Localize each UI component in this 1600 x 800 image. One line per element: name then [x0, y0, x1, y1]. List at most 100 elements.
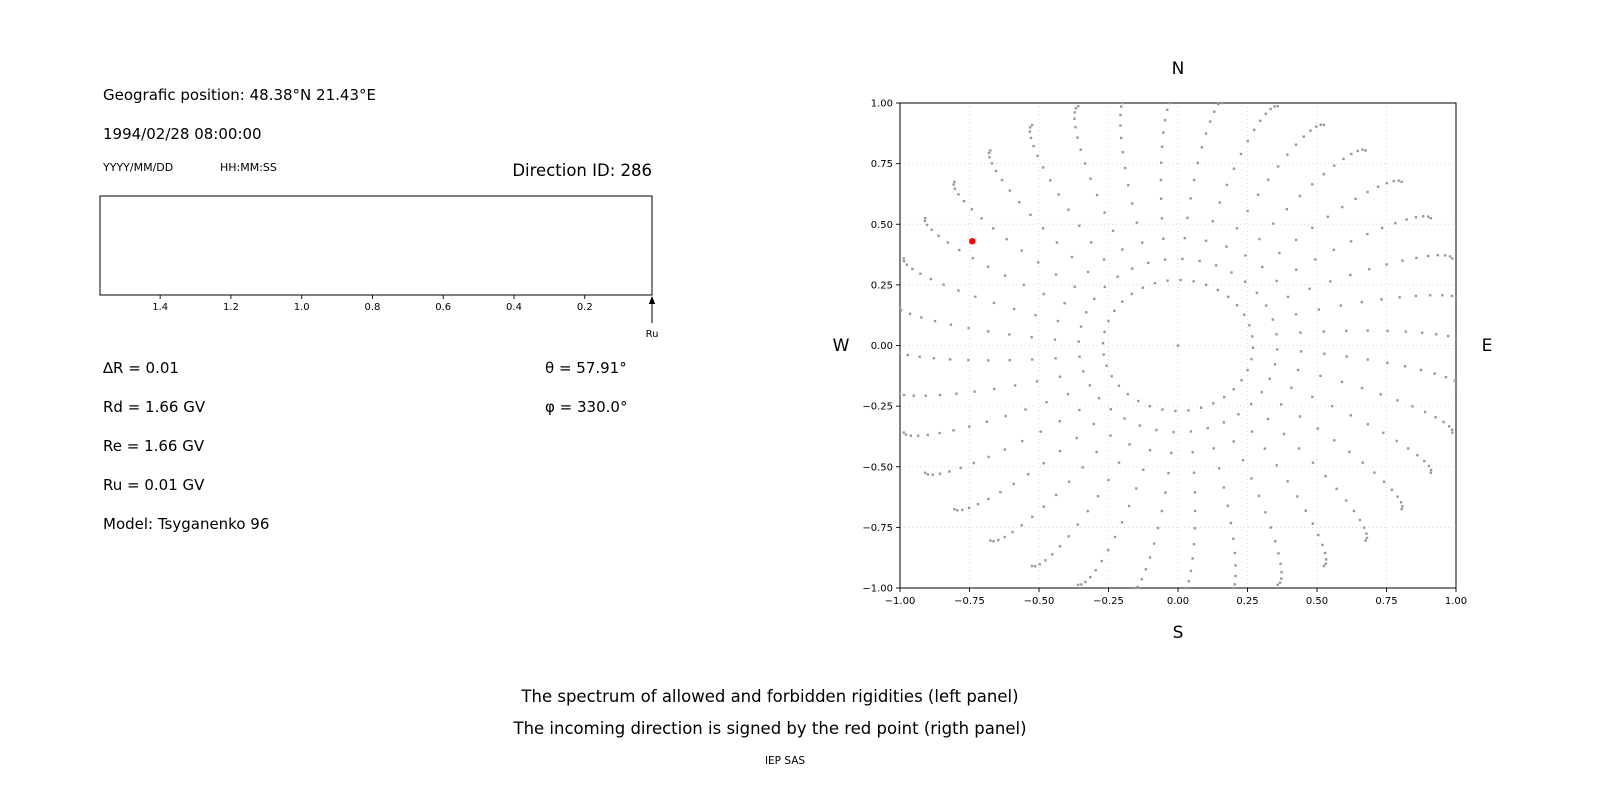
direction-dot: [1103, 285, 1107, 289]
direction-dot: [1256, 193, 1260, 196]
direction-dot: [1362, 526, 1366, 529]
direction-dot: [933, 319, 937, 323]
spectrum-tick-label: 0.6: [435, 302, 451, 313]
direction-dot: [1120, 105, 1123, 108]
direction-dot: [1032, 144, 1035, 148]
direction-dot: [1433, 372, 1436, 375]
direction-dot: [1416, 454, 1419, 457]
direction-dot: [1259, 119, 1262, 122]
y-axis-tick-label: 0.50: [871, 220, 893, 231]
direction-dot: [1073, 117, 1076, 121]
direction-dot: [1322, 330, 1325, 333]
direction-dot: [1324, 558, 1328, 561]
direction-dot: [1276, 348, 1279, 351]
direction-dot: [1130, 202, 1134, 205]
direction-dot: [1345, 329, 1348, 333]
x-axis-tick-label: 0.75: [1375, 596, 1397, 607]
direction-dot: [1399, 501, 1403, 504]
direction-dot: [1401, 505, 1404, 508]
direction-dot: [1028, 130, 1032, 133]
direction-dot: [1030, 336, 1033, 339]
direction-dot: [1277, 552, 1280, 555]
direction-dot: [1234, 574, 1237, 578]
direction-dot: [1107, 319, 1110, 323]
direction-dot: [937, 234, 940, 237]
direction-dot: [1024, 408, 1027, 411]
direction-dot: [1244, 254, 1247, 257]
direction-dot: [1160, 217, 1164, 220]
direction-dot: [1342, 157, 1345, 161]
direction-dot: [1187, 409, 1190, 412]
direction-dot: [902, 259, 906, 263]
direction-dot: [1311, 395, 1314, 399]
direction-dot: [1360, 386, 1364, 390]
direction-dot: [1109, 434, 1112, 437]
direction-dot: [1311, 461, 1315, 464]
direction-dot: [1406, 447, 1410, 450]
direction-dot: [1230, 271, 1233, 274]
direction-dot: [1294, 238, 1298, 242]
direction-dot: [1119, 113, 1122, 117]
direction-dot: [1212, 402, 1215, 405]
y-axis-tick-label: −0.50: [862, 462, 893, 473]
direction-dot: [1162, 237, 1165, 240]
direction-dot: [1034, 313, 1037, 317]
direction-dot: [987, 330, 990, 333]
direction-dot: [1179, 278, 1182, 282]
direction-dot: [932, 357, 936, 360]
direction-dot: [1366, 190, 1369, 194]
direction-dot: [974, 295, 977, 298]
direction-dot: [1420, 331, 1424, 334]
direction-dot: [1419, 368, 1423, 372]
compass-label-east: E: [1481, 336, 1493, 356]
direction-dot: [1442, 420, 1445, 424]
direction-dot: [1211, 220, 1214, 223]
direction-dot: [1317, 533, 1320, 537]
direction-dot: [967, 506, 971, 510]
direction-dot: [994, 169, 998, 173]
direction-dot: [1454, 296, 1458, 299]
direction-dot: [1385, 263, 1388, 266]
direction-dot: [1266, 417, 1270, 421]
ru-arrow-head: [648, 296, 656, 304]
y-axis-tick-label: −1.00: [862, 584, 893, 595]
direction-dot: [1380, 226, 1384, 230]
geographic-position-text: Geografic position: 48.38°N 21.43°E: [103, 86, 376, 104]
direction-dot: [1246, 368, 1249, 372]
direction-dot: [1264, 304, 1268, 307]
direction-dot: [992, 227, 995, 230]
direction-dot: [1264, 511, 1267, 514]
direction-dot: [1101, 342, 1105, 345]
direction-dot: [1199, 406, 1203, 409]
y-axis-tick-label: 0.75: [871, 159, 893, 170]
direction-dot: [1147, 261, 1150, 265]
direction-dot: [972, 461, 976, 465]
direction-dot: [1360, 300, 1364, 304]
param-phi: φ = 330.0°: [545, 398, 628, 416]
direction-dot: [1080, 583, 1083, 586]
direction-dot: [1333, 439, 1336, 442]
direction-dot: [1193, 509, 1197, 513]
direction-dot: [1119, 124, 1122, 127]
direction-dot: [902, 431, 905, 434]
direction-dot: [1102, 258, 1106, 261]
direction-dot: [952, 183, 955, 186]
direction-dot: [1216, 288, 1219, 292]
direction-dot: [1105, 364, 1108, 367]
direction-dot: [1056, 319, 1060, 323]
direction-dot: [1142, 468, 1145, 471]
direction-dot: [1152, 542, 1156, 545]
direction-dot: [1163, 258, 1167, 261]
direction-dot: [957, 193, 960, 196]
direction-dot: [1280, 570, 1283, 574]
direction-dot: [1045, 400, 1048, 404]
direction-dot: [1263, 447, 1267, 450]
direction-dot: [1379, 393, 1382, 396]
direction-dot: [1159, 178, 1163, 182]
direction-dot: [1003, 535, 1006, 539]
direction-dot: [1267, 178, 1270, 182]
direction-dot: [1094, 569, 1097, 572]
direction-dot: [1332, 164, 1336, 167]
direction-dot: [1073, 111, 1076, 114]
direction-dot: [1120, 521, 1124, 524]
